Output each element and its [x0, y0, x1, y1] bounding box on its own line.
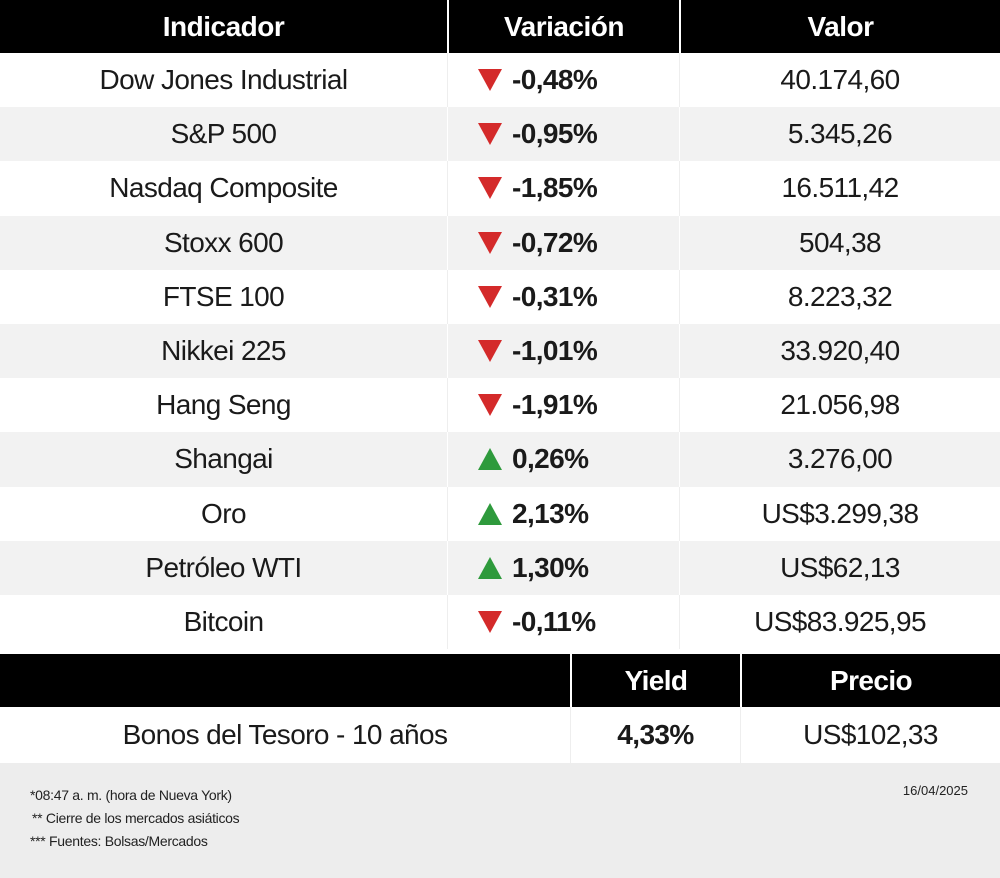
table-row: Nasdaq Composite -1,85% 16.511,42: [0, 161, 1000, 216]
bonds-header-empty: [0, 654, 570, 707]
table-row: S&P 500 -0,95% 5.345,26: [0, 107, 1000, 162]
indicator-value: 33.920,40: [679, 323, 1000, 379]
indicator-name: S&P 500: [170, 118, 277, 150]
indicator-value: 5.345,26: [679, 107, 1000, 162]
triangle-up-icon: [478, 502, 502, 525]
indicator-value: US$62,13: [679, 540, 1000, 595]
variation-cell: -1,01%: [447, 323, 679, 379]
variation-cell: 1,30%: [447, 540, 679, 595]
variation-value: -0,95%: [512, 118, 598, 150]
variation-cell: -0,72%: [447, 215, 679, 270]
table-row: FTSE 100 -0,31% 8.223,32: [0, 269, 1000, 324]
indicator-value: 21.056,98: [679, 378, 1000, 433]
bonds-row: Bonos del Tesoro - 10 años 4,33% US$102,…: [0, 707, 1000, 763]
indicator-value: US$3.299,38: [679, 486, 1000, 541]
market-indicators-table: Indicador Variación Valor Dow Jones Indu…: [0, 0, 1000, 650]
indicator-name: Petróleo WTI: [145, 551, 302, 583]
footer-notes: *08:47 a. m. (hora de Nueva York) ** Cie…: [0, 763, 1000, 878]
triangle-down-icon: [478, 177, 502, 200]
variation-value: -0,48%: [512, 64, 598, 96]
variation-cell: -0,48%: [447, 53, 679, 108]
triangle-down-icon: [478, 340, 502, 363]
bond-price: US$102,33: [740, 707, 1000, 763]
header-yield: Yield: [570, 654, 740, 707]
indicator-name: Nikkei 225: [161, 335, 286, 367]
variation-cell: -1,91%: [447, 378, 679, 433]
variation-value: -0,11%: [512, 605, 596, 637]
variation-cell: -0,11%: [447, 594, 679, 650]
indicator-name: FTSE 100: [162, 280, 285, 312]
header-valor: Valor: [679, 0, 1000, 53]
table-header: Indicador Variación Valor: [0, 0, 1000, 53]
bonds-header: Yield Precio: [0, 654, 1000, 707]
indicator-name: Shangai: [174, 443, 273, 475]
indicator-value: 8.223,32: [679, 269, 1000, 324]
variation-value: 1,30%: [512, 551, 589, 583]
bond-name: Bonos del Tesoro - 10 años: [122, 719, 448, 750]
table-body: Dow Jones Industrial -0,48% 40.174,60 S&P 5…: [0, 53, 1000, 650]
variation-value: -0,31%: [512, 280, 598, 312]
footnote-time: *08:47 a. m. (hora de Nueva York): [30, 787, 232, 803]
variation-value: 0,26%: [512, 443, 589, 475]
triangle-down-icon: [478, 610, 502, 633]
triangle-down-icon: [478, 123, 502, 146]
header-variacion: Variación: [447, 0, 679, 53]
variation-value: -1,01%: [512, 335, 598, 367]
table-row: Nikkei 225 -1,01% 33.920,40: [0, 323, 1000, 379]
triangle-down-icon: [478, 394, 502, 417]
header-precio: Precio: [740, 654, 1000, 707]
triangle-down-icon: [478, 231, 502, 254]
indicator-value: US$83.925,95: [679, 594, 1000, 650]
table-row: Petróleo WTI 1,30% US$62,13: [0, 540, 1000, 595]
variation-cell: -1,85%: [447, 161, 679, 216]
triangle-up-icon: [478, 448, 502, 471]
footnote-sources: *** Fuentes: Bolsas/Mercados: [30, 833, 208, 849]
variation-value: -0,72%: [512, 226, 598, 258]
table-row: Hang Seng -1,91% 21.056,98: [0, 378, 1000, 433]
indicator-value: 3.276,00: [679, 432, 1000, 487]
variation-value: 2,13%: [512, 497, 589, 529]
indicator-name: Nasdaq Composite: [109, 172, 338, 204]
table-row: Stoxx 600 -0,72% 504,38: [0, 215, 1000, 270]
divider: [0, 650, 1000, 654]
footnote-asian-markets: ** Cierre de los mercados asiáticos: [32, 810, 240, 826]
triangle-down-icon: [478, 285, 502, 308]
indicator-value: 16.511,42: [679, 161, 1000, 216]
header-indicador: Indicador: [162, 10, 285, 42]
triangle-down-icon: [478, 69, 502, 92]
report-date: 16/04/2025: [902, 783, 968, 798]
table-row: Bitcoin -0,11% US$83.925,95: [0, 594, 1000, 650]
variation-value: -1,85%: [512, 172, 598, 204]
variation-cell: -0,95%: [447, 107, 679, 162]
indicator-value: 504,38: [679, 215, 1000, 270]
bond-yield: 4,33%: [570, 707, 740, 763]
indicator-name: Stoxx 600: [163, 226, 284, 258]
variation-value: -1,91%: [512, 389, 598, 421]
indicator-name: Oro: [201, 497, 246, 529]
table-row: Shangai 0,26% 3.276,00: [0, 432, 1000, 487]
table-row: Dow Jones Industrial -0,48% 40.174,60: [0, 53, 1000, 108]
indicator-name: Hang Seng: [156, 389, 291, 421]
variation-cell: 2,13%: [447, 486, 679, 541]
variation-cell: -0,31%: [447, 269, 679, 324]
variation-cell: 0,26%: [447, 432, 679, 487]
triangle-up-icon: [478, 556, 502, 579]
indicator-name: Bitcoin: [183, 605, 264, 637]
indicator-value: 40.174,60: [679, 53, 1000, 108]
indicator-name: Dow Jones Industrial: [99, 64, 349, 96]
table-row: Oro 2,13% US$3.299,38: [0, 486, 1000, 541]
